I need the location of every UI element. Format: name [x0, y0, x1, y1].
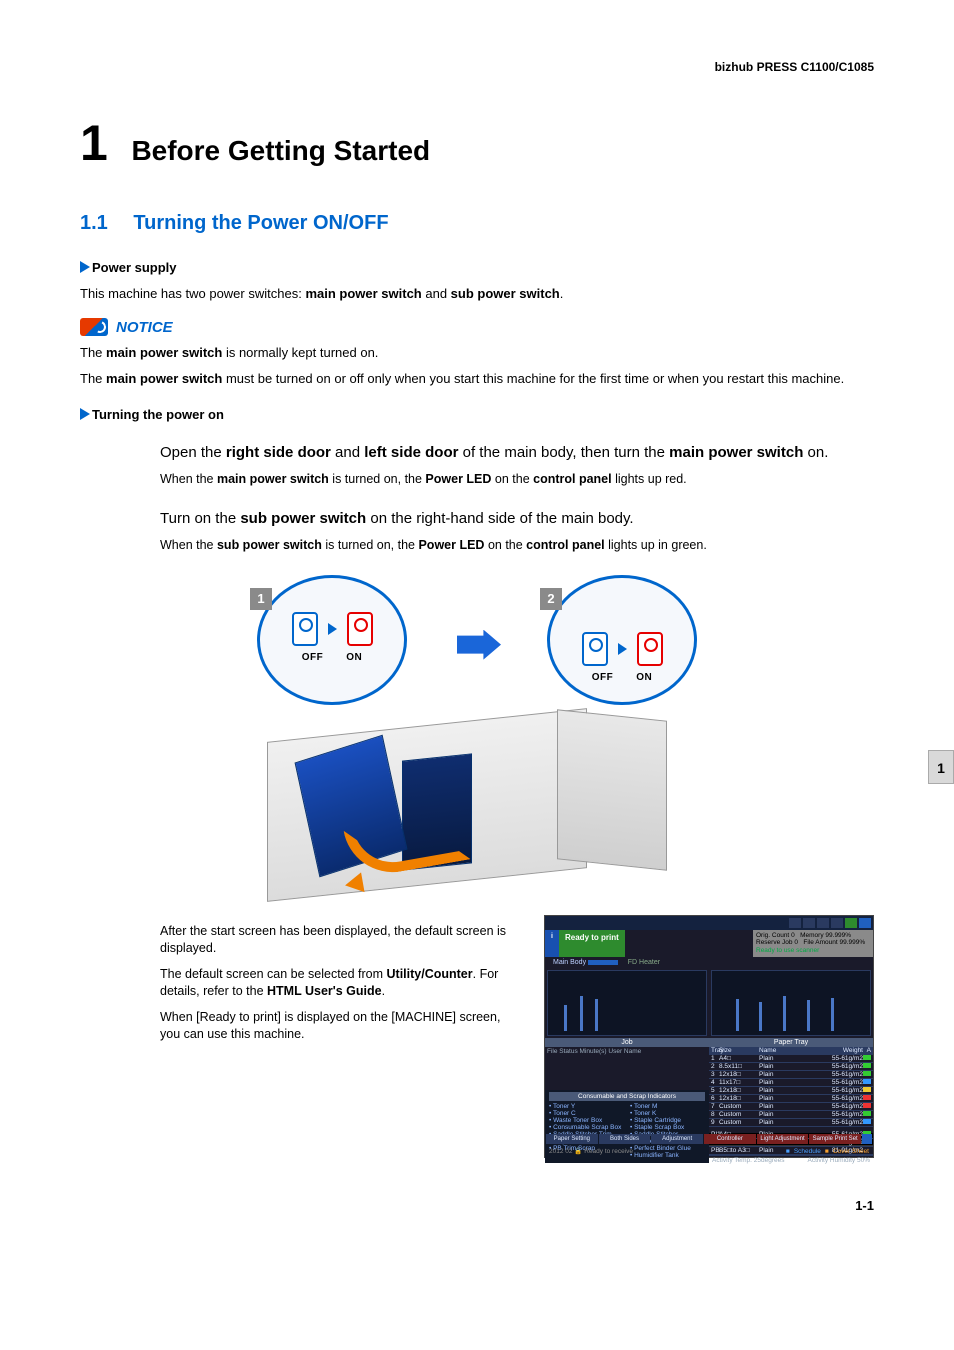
tray-row: 9CustomPlain55-61g/m2 — [709, 1119, 873, 1127]
tray-row: 1A4□Plain55-61g/m2 — [709, 1055, 873, 1063]
step-2: Turn on the sub power switch on the righ… — [160, 508, 874, 555]
machine-screen-thumbnail: i Ready to print Orig. Count 0 Memory 99… — [544, 915, 874, 1158]
notice-label: NOTICE — [116, 319, 173, 336]
screen-meta: Orig. Count 0 Memory 99.999% Reserve Job… — [753, 930, 873, 957]
screen-tab — [859, 918, 871, 928]
callout-badge-2: 2 — [540, 588, 562, 610]
callout-badge-1: 1 — [250, 588, 272, 610]
callout-2: 2 OFF ON — [547, 575, 697, 705]
step-1-sub: When the main power switch is turned on,… — [160, 471, 874, 489]
screen-machine-graphic — [545, 968, 873, 1038]
step-2-sub: When the sub power switch is turned on, … — [160, 537, 874, 555]
section-heading: 1.1 Turning the Power ON/OFF — [80, 212, 874, 235]
tray-row: 8CustomPlain55-61g/m2 — [709, 1111, 873, 1119]
tray-row: 612x18□Plain55-61g/m2 — [709, 1095, 873, 1103]
power-supply-paragraph: This machine has two power switches: mai… — [80, 285, 874, 303]
screen-btn: Light Adjustment — [757, 1134, 809, 1144]
notice-heading: NOTICE — [80, 318, 874, 336]
notice-icon — [80, 318, 108, 336]
tray-row: 28.5x11□Plain55-61g/m2 — [709, 1063, 873, 1071]
tray-row: 312x18□Plain55-61g/m2 — [709, 1071, 873, 1079]
screen-btn: Paper Setting — [546, 1134, 598, 1144]
screen-paper-tray-panel: Paper Tray TraySizeNameWeightA1A4□Plain5… — [709, 1038, 873, 1133]
ready-status: Ready to print — [559, 930, 625, 957]
screen-tab — [831, 918, 843, 928]
screen-btn: Controller — [704, 1134, 756, 1144]
screen-btn-arrow-icon — [862, 1134, 872, 1144]
chapter-heading: 1 Before Getting Started — [80, 114, 874, 172]
step-1: Open the right side door and left side d… — [160, 442, 874, 489]
section-title: Turning the Power ON/OFF — [133, 212, 388, 234]
after-start-p3: When [Ready to print] is displayed on th… — [160, 1009, 524, 1044]
screen-tab — [845, 918, 857, 928]
chapter-title: Before Getting Started — [131, 135, 430, 166]
after-start-p2: The default screen can be selected from … — [160, 966, 524, 1001]
screen-btn: Adjustment — [651, 1134, 703, 1144]
screen-tab — [789, 918, 801, 928]
tray-row: 7CustomPlain55-61g/m2 — [709, 1103, 873, 1111]
screen-btn: Sample Print Set — [809, 1134, 861, 1144]
big-arrow-icon — [457, 630, 501, 660]
screen-tab-bar — [545, 916, 873, 930]
screen-job-panel: Job File Status Minute(s) User Name Cons… — [545, 1038, 709, 1133]
switch-on-icon — [637, 632, 663, 666]
screen-tab — [817, 918, 829, 928]
section-number: 1.1 — [80, 212, 108, 234]
chapter-side-tab: 1 — [928, 750, 954, 784]
subheading-power-supply: Power supply — [80, 260, 874, 275]
tray-row: 411x17□Plain55-61g/m2 — [709, 1079, 873, 1087]
step-1-lead: Open the right side door and left side d… — [160, 442, 874, 463]
screen-tab — [803, 918, 815, 928]
subheading-turning-on: Turning the power on — [80, 407, 874, 422]
power-switch-diagram: 1 OFF ON 2 OFF ON — [217, 575, 737, 895]
tray-row: 512x18□Plain55-61g/m2 — [709, 1087, 873, 1095]
after-start-text: After the start screen has been displaye… — [160, 915, 524, 1052]
arrow-right-icon — [328, 623, 337, 635]
doc-header: bizhub PRESS C1100/C1085 — [80, 60, 874, 74]
arrow-right-icon — [618, 643, 627, 655]
notice-line-1: The main power switch is normally kept t… — [80, 344, 874, 362]
screen-subline: Main Body FD Heater — [545, 957, 873, 968]
chapter-number: 1 — [80, 115, 108, 171]
after-start-p1: After the start screen has been displaye… — [160, 923, 524, 958]
switch-off-icon — [582, 632, 608, 666]
step-2-lead: Turn on the sub power switch on the righ… — [160, 508, 874, 529]
switch-on-icon — [347, 612, 373, 646]
triangle-icon — [80, 408, 90, 420]
screen-btn: Both Sides — [599, 1134, 651, 1144]
callout-1: 1 OFF ON — [257, 575, 407, 705]
page-number: 1-1 — [80, 1198, 874, 1213]
notice-line-2: The main power switch must be turned on … — [80, 370, 874, 388]
triangle-icon — [80, 261, 90, 273]
switch-off-icon — [292, 612, 318, 646]
info-icon: i — [545, 930, 559, 957]
